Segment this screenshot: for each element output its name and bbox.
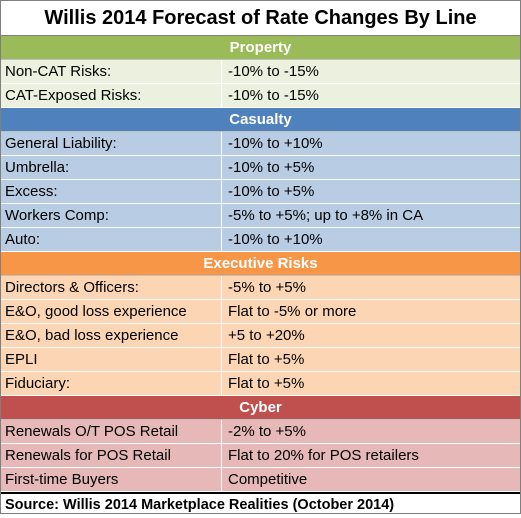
row-label: Excess:: [1, 180, 222, 203]
row-label: Fiduciary:: [1, 372, 222, 395]
table-row: General Liability: -10% to +10%: [1, 132, 520, 156]
table-row: Renewals for POS Retail Flat to 20% for …: [1, 444, 520, 468]
row-value: -5% to +5%: [228, 279, 306, 296]
table-row: Renewals O/T POS Retail -2% to +5%: [1, 420, 520, 444]
row-label: First-time Buyers: [1, 468, 222, 491]
section-header-cyber: Cyber: [1, 396, 520, 420]
row-value: +5 to +20%: [228, 327, 305, 344]
row-label: Auto:: [1, 228, 222, 251]
section-cyber: Cyber Renewals O/T POS Retail -2% to +5%…: [1, 396, 520, 492]
table-row: CAT-Exposed Risks: -10% to -15%: [1, 84, 520, 108]
row-value: -10% to +5%: [228, 183, 315, 200]
row-value: -10% to +10%: [228, 135, 323, 152]
section-header-property: Property: [1, 36, 520, 60]
row-label: Directors & Officers:: [1, 276, 222, 299]
row-value: Flat to +5%: [228, 375, 305, 392]
row-label: EPLI: [1, 348, 222, 371]
row-label: E&O, good loss experience: [1, 300, 222, 323]
row-label: Renewals for POS Retail: [1, 444, 222, 467]
section-property: Property Non-CAT Risks: -10% to -15% CAT…: [1, 36, 520, 108]
row-label: E&O, bad loss experience: [1, 324, 222, 347]
table-row: EPLI Flat to +5%: [1, 348, 520, 372]
section-header-executive-risks: Executive Risks: [1, 252, 520, 276]
section-executive-risks: Executive Risks Directors & Officers: -5…: [1, 252, 520, 396]
table-row: First-time Buyers Competitive: [1, 468, 520, 492]
table-row: Directors & Officers: -5% to +5%: [1, 276, 520, 300]
section-casualty: Casualty General Liability: -10% to +10%…: [1, 108, 520, 252]
row-value: Flat to +5%: [228, 351, 305, 368]
table-row: Fiduciary: Flat to +5%: [1, 372, 520, 396]
row-value: -5% to +5%; up to +8% in CA: [228, 207, 424, 224]
row-value: -2% to +5%: [228, 423, 306, 440]
row-value: -10% to -15%: [228, 87, 319, 104]
row-label: Renewals O/T POS Retail: [1, 420, 222, 443]
source-note: Source: Willis 2014 Marketplace Realitie…: [1, 492, 520, 518]
row-value: Competitive: [228, 471, 308, 488]
section-header-casualty: Casualty: [1, 108, 520, 132]
table-row: Auto: -10% to +10%: [1, 228, 520, 252]
row-label: General Liability:: [1, 132, 222, 155]
row-value: -10% to -15%: [228, 63, 319, 80]
table-row: Excess: -10% to +5%: [1, 180, 520, 204]
row-label: Non-CAT Risks:: [1, 60, 222, 83]
table-row: E&O, good loss experience Flat to -5% or…: [1, 300, 520, 324]
table-row: Workers Comp: -5% to +5%; up to +8% in C…: [1, 204, 520, 228]
row-label: Umbrella:: [1, 156, 222, 179]
row-value: -10% to +5%: [228, 159, 315, 176]
row-label: Workers Comp:: [1, 204, 222, 227]
table-row: Umbrella: -10% to +5%: [1, 156, 520, 180]
row-value: -10% to +10%: [228, 231, 323, 248]
row-value: Flat to -5% or more: [228, 303, 357, 320]
table-row: Non-CAT Risks: -10% to -15%: [1, 60, 520, 84]
row-value: Flat to 20% for POS retailers: [228, 447, 419, 464]
row-label: CAT-Exposed Risks:: [1, 84, 222, 107]
table-title: Willis 2014 Forecast of Rate Changes By …: [1, 1, 520, 36]
table-row: E&O, bad loss experience +5 to +20%: [1, 324, 520, 348]
